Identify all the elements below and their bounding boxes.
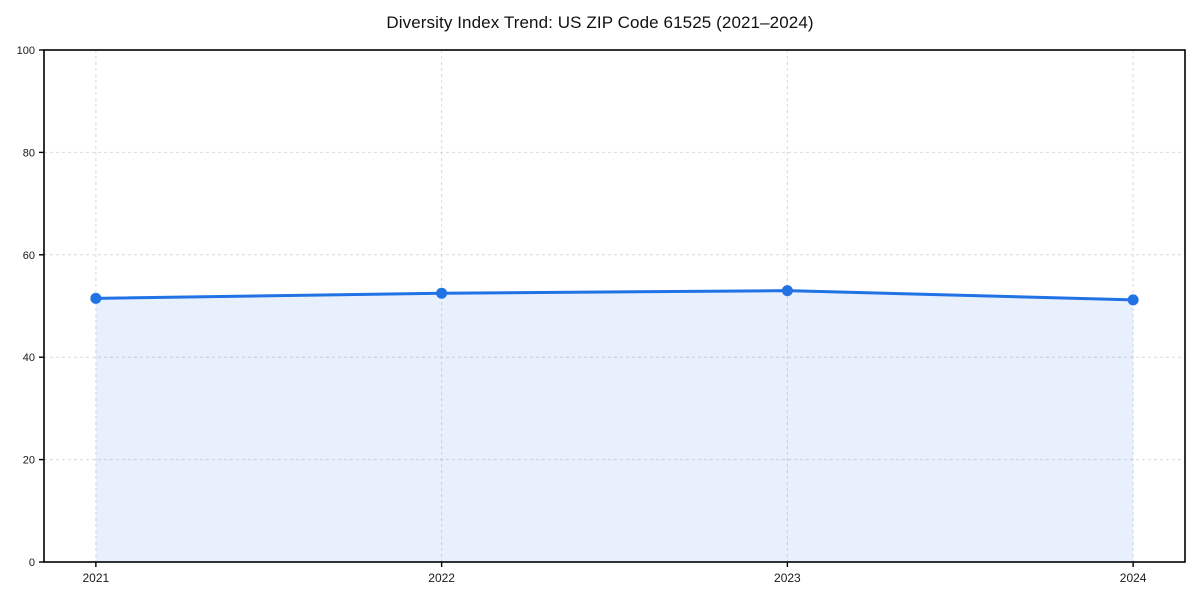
y-tick-label: 0 [29,557,35,569]
y-tick-label: 80 [23,147,35,159]
x-tick-label: 2021 [83,571,110,585]
area-fill [95,290,1134,562]
x-tick-label: 2022 [428,571,455,585]
data-point [90,292,102,304]
plot-border [43,49,1186,563]
y-tick-label: 60 [23,250,35,262]
y-tick-label: 20 [23,455,35,467]
trend-line [94,289,1135,302]
y-tick-label: 40 [23,352,35,364]
x-tick-label: 2023 [774,571,801,585]
x-tick-label: 2024 [1120,571,1147,585]
data-point [436,287,448,299]
data-point [781,285,793,297]
data-point [1127,294,1139,306]
y-tick-label: 100 [17,45,35,57]
chart-title: Diversity Index Trend: US ZIP Code 61525… [386,13,814,32]
